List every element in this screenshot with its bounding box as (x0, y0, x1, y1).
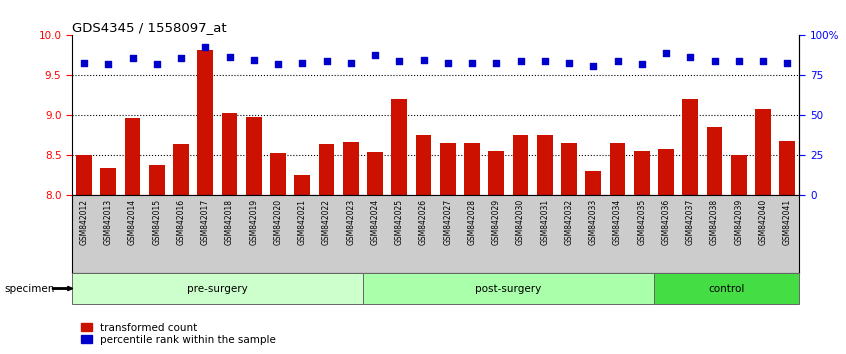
Text: GSM842035: GSM842035 (637, 199, 646, 245)
Text: post-surgery: post-surgery (475, 284, 541, 293)
Bar (706, 127, 722, 195)
Bar (755, 109, 771, 195)
Bar (585, 171, 602, 195)
Bar (173, 144, 189, 195)
Bar (440, 143, 456, 195)
Bar (101, 169, 116, 195)
Text: GSM842031: GSM842031 (541, 199, 549, 245)
Bar (222, 114, 238, 195)
Bar (367, 153, 383, 195)
Point (563, 61, 576, 66)
Point (708, 58, 722, 64)
Bar (76, 155, 92, 195)
Point (684, 54, 697, 60)
Bar (537, 135, 552, 195)
Text: GSM842040: GSM842040 (759, 199, 767, 245)
Bar (415, 135, 431, 195)
Point (320, 58, 333, 64)
Bar (149, 165, 165, 195)
Text: specimen: specimen (4, 284, 55, 293)
Point (635, 61, 649, 67)
Text: GSM842034: GSM842034 (613, 199, 622, 245)
Text: GSM842016: GSM842016 (177, 199, 185, 245)
Text: GSM842021: GSM842021 (298, 199, 307, 245)
Point (199, 44, 212, 49)
Point (295, 61, 309, 66)
Point (586, 63, 600, 69)
Bar (197, 50, 213, 195)
Text: GSM842025: GSM842025 (395, 199, 404, 245)
Point (247, 57, 261, 63)
Text: GSM842039: GSM842039 (734, 199, 744, 245)
Bar (392, 99, 407, 195)
FancyBboxPatch shape (363, 273, 654, 304)
Text: GSM842020: GSM842020 (273, 199, 283, 245)
Bar (246, 116, 261, 195)
Point (465, 61, 479, 66)
Text: GSM842026: GSM842026 (419, 199, 428, 245)
Text: GSM842028: GSM842028 (468, 199, 476, 245)
Bar (634, 151, 650, 195)
Text: GSM842019: GSM842019 (250, 199, 258, 245)
Text: GSM842041: GSM842041 (783, 199, 792, 245)
Point (150, 61, 163, 67)
FancyBboxPatch shape (654, 273, 799, 304)
Bar (658, 149, 674, 195)
Point (538, 58, 552, 64)
Text: GSM842013: GSM842013 (104, 199, 113, 245)
Bar (294, 175, 310, 195)
Bar (124, 118, 140, 195)
Bar (610, 143, 625, 195)
Bar (343, 142, 359, 195)
Text: GSM842030: GSM842030 (516, 199, 525, 245)
Point (490, 61, 503, 66)
Text: GSM842037: GSM842037 (686, 199, 695, 245)
Point (77, 61, 91, 66)
Bar (270, 153, 286, 195)
Point (368, 52, 382, 57)
Text: GDS4345 / 1558097_at: GDS4345 / 1558097_at (72, 21, 227, 34)
Text: GSM842014: GSM842014 (128, 199, 137, 245)
Text: GSM842029: GSM842029 (492, 199, 501, 245)
Bar (561, 143, 577, 195)
Point (222, 54, 236, 60)
Point (344, 61, 358, 66)
Text: control: control (709, 284, 744, 293)
Point (441, 61, 454, 66)
Point (393, 58, 406, 64)
Point (732, 58, 745, 64)
Point (174, 55, 188, 61)
Text: GSM842036: GSM842036 (662, 199, 671, 245)
Bar (731, 155, 747, 195)
Text: GSM842033: GSM842033 (589, 199, 598, 245)
Point (126, 55, 140, 61)
Bar (513, 135, 529, 195)
Point (417, 57, 431, 63)
Text: GSM842027: GSM842027 (443, 199, 453, 245)
FancyBboxPatch shape (72, 273, 363, 304)
Text: GSM842022: GSM842022 (322, 199, 331, 245)
Text: pre-surgery: pre-surgery (187, 284, 248, 293)
Bar (779, 141, 795, 195)
Point (514, 58, 527, 64)
Point (102, 61, 115, 67)
Bar (464, 143, 480, 195)
Text: GSM842018: GSM842018 (225, 199, 234, 245)
Text: GSM842023: GSM842023 (346, 199, 355, 245)
Bar (683, 99, 698, 195)
Text: GSM842015: GSM842015 (152, 199, 162, 245)
Point (272, 61, 285, 67)
Point (781, 61, 794, 66)
Bar (488, 151, 504, 195)
Point (611, 58, 624, 64)
Text: GSM842038: GSM842038 (710, 199, 719, 245)
Text: GSM842017: GSM842017 (201, 199, 210, 245)
Legend: transformed count, percentile rank within the sample: transformed count, percentile rank withi… (77, 318, 280, 349)
Point (659, 50, 673, 56)
Text: GSM842032: GSM842032 (564, 199, 574, 245)
Bar (319, 144, 334, 195)
Text: GSM842024: GSM842024 (371, 199, 380, 245)
Text: GSM842012: GSM842012 (80, 199, 89, 245)
Point (756, 58, 770, 64)
